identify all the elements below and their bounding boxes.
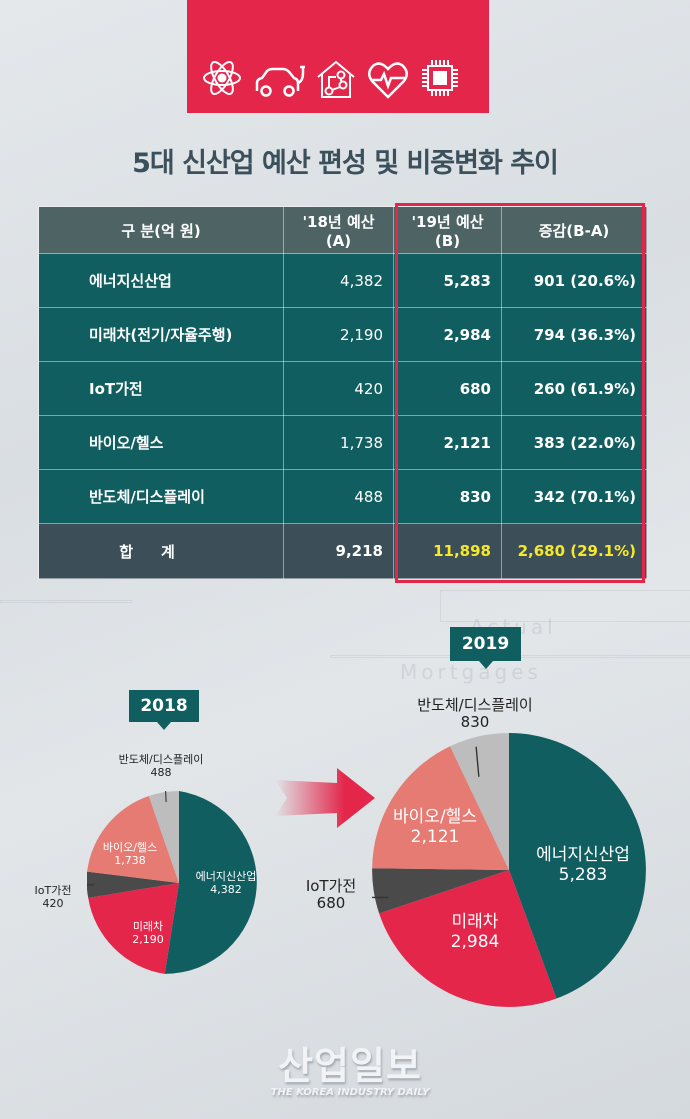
row-change: 794 (36.3%) (501, 307, 647, 362)
row-change: 901 (20.6%) (501, 253, 647, 308)
pie-chart-2018 (87, 791, 257, 974)
table-row: 에너지신산업 4,382 5,283 901 (20.6%) (38, 253, 647, 308)
row-2018: 1,738 (283, 415, 394, 470)
header-2019-budget: '19년 예산(B) (393, 206, 502, 254)
pie2018-energy-label: 에너지신산업 4,382 (195, 870, 257, 896)
table-row: 미래차(전기/자율주행) 2,190 2,984 794 (36.3%) (38, 307, 647, 362)
pie2019-bio-label: 바이오/헬스 2,121 (393, 807, 477, 847)
row-2018: 2,190 (283, 307, 394, 362)
row-name: 바이오/헬스 (38, 415, 284, 470)
pie2019-semi-label: 반도체/디스플레이 830 (417, 696, 533, 732)
slice-iot (372, 868, 509, 914)
table-row: 바이오/헬스 1,738 2,121 383 (22.0%) (38, 415, 647, 470)
table-header-row: 구 분(억 원) '18년 예산(A) '19년 예산(B) 증감(B-A) (38, 206, 647, 254)
table-total-row: 합계 9,218 11,898 2,680 (29.1%) (38, 523, 647, 579)
slice-car (88, 883, 179, 974)
slice-bio (372, 746, 509, 870)
row-2019: 2,121 (393, 415, 502, 470)
page-title: 5대 신산업 예산 편성 및 비중변화 추이 (132, 148, 559, 179)
smart-home-icon (317, 60, 355, 98)
total-2018: 9,218 (283, 523, 394, 579)
total-label: 합계 (38, 523, 284, 579)
publisher-logo: 산업일보 THE KOREA INDUSTRY DAILY (270, 1044, 430, 1098)
pie2018-semi-label: 반도체/디스플레이 488 (118, 753, 204, 779)
slice-bio (87, 796, 179, 883)
pie2019-car-label: 미래차 2,984 (450, 912, 500, 952)
slice-energy (164, 791, 257, 974)
row-2019: 680 (393, 361, 502, 416)
atom-icon (203, 61, 241, 95)
pie2019-iot-label: IoT가전 680 (305, 877, 357, 913)
electric-car-icon (255, 65, 305, 97)
top-banner (187, 0, 489, 113)
row-2018: 420 (283, 361, 394, 416)
row-name: IoT가전 (38, 361, 284, 416)
row-name: 미래차(전기/자율주행) (38, 307, 284, 362)
slice-semi (148, 791, 179, 883)
row-2018: 4,382 (283, 253, 394, 308)
pie2018-car-label: 미래차 2,190 (132, 920, 164, 946)
total-2019: 11,898 (393, 523, 502, 579)
table-row: 반도체/디스플레이 488 830 342 (70.1%) (38, 469, 647, 524)
total-change: 2,680 (29.1%) (501, 523, 647, 579)
heart-pulse-icon (368, 62, 408, 99)
arrow-icon (275, 768, 375, 828)
header-category: 구 분(억 원) (38, 206, 284, 254)
chip-icon (422, 60, 458, 96)
row-2019: 5,283 (393, 253, 502, 308)
table-row: IoT가전 420 680 260 (61.9%) (38, 361, 647, 416)
row-2019: 830 (393, 469, 502, 524)
header-change: 증감(B-A) (501, 206, 647, 254)
row-2018: 488 (283, 469, 394, 524)
row-2019: 2,984 (393, 307, 502, 362)
pie2019-energy-label: 에너지신산업 5,283 (536, 845, 630, 885)
row-change: 383 (22.0%) (501, 415, 647, 470)
budget-table: 구 분(억 원) '18년 예산(A) '19년 예산(B) 증감(B-A) 에… (38, 206, 647, 579)
slice-energy (509, 733, 646, 999)
slice-semi (450, 733, 509, 870)
row-change: 342 (70.1%) (501, 469, 647, 524)
row-name: 에너지신산업 (38, 253, 284, 308)
year-tag-2019: 2019 (450, 627, 521, 669)
header-2018-budget: '18년 예산(A) (283, 206, 394, 254)
year-tag-2018: 2018 (129, 690, 199, 730)
pie2018-iot-label: IoT가전 420 (34, 884, 72, 910)
pie-chart-2019 (372, 733, 646, 1007)
slice-iot (87, 871, 179, 898)
row-change: 260 (61.9%) (501, 361, 647, 416)
pie2018-bio-label: 바이오/헬스 1,738 (102, 841, 158, 867)
slice-car (379, 870, 557, 1007)
row-name: 반도체/디스플레이 (38, 469, 284, 524)
